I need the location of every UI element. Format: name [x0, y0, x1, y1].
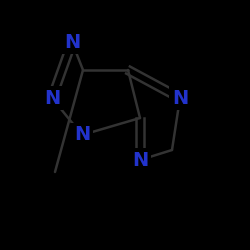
Text: N: N — [64, 32, 80, 52]
Text: N: N — [132, 150, 148, 170]
Text: N: N — [172, 88, 188, 108]
Text: N: N — [74, 126, 90, 144]
Text: N: N — [44, 88, 60, 108]
